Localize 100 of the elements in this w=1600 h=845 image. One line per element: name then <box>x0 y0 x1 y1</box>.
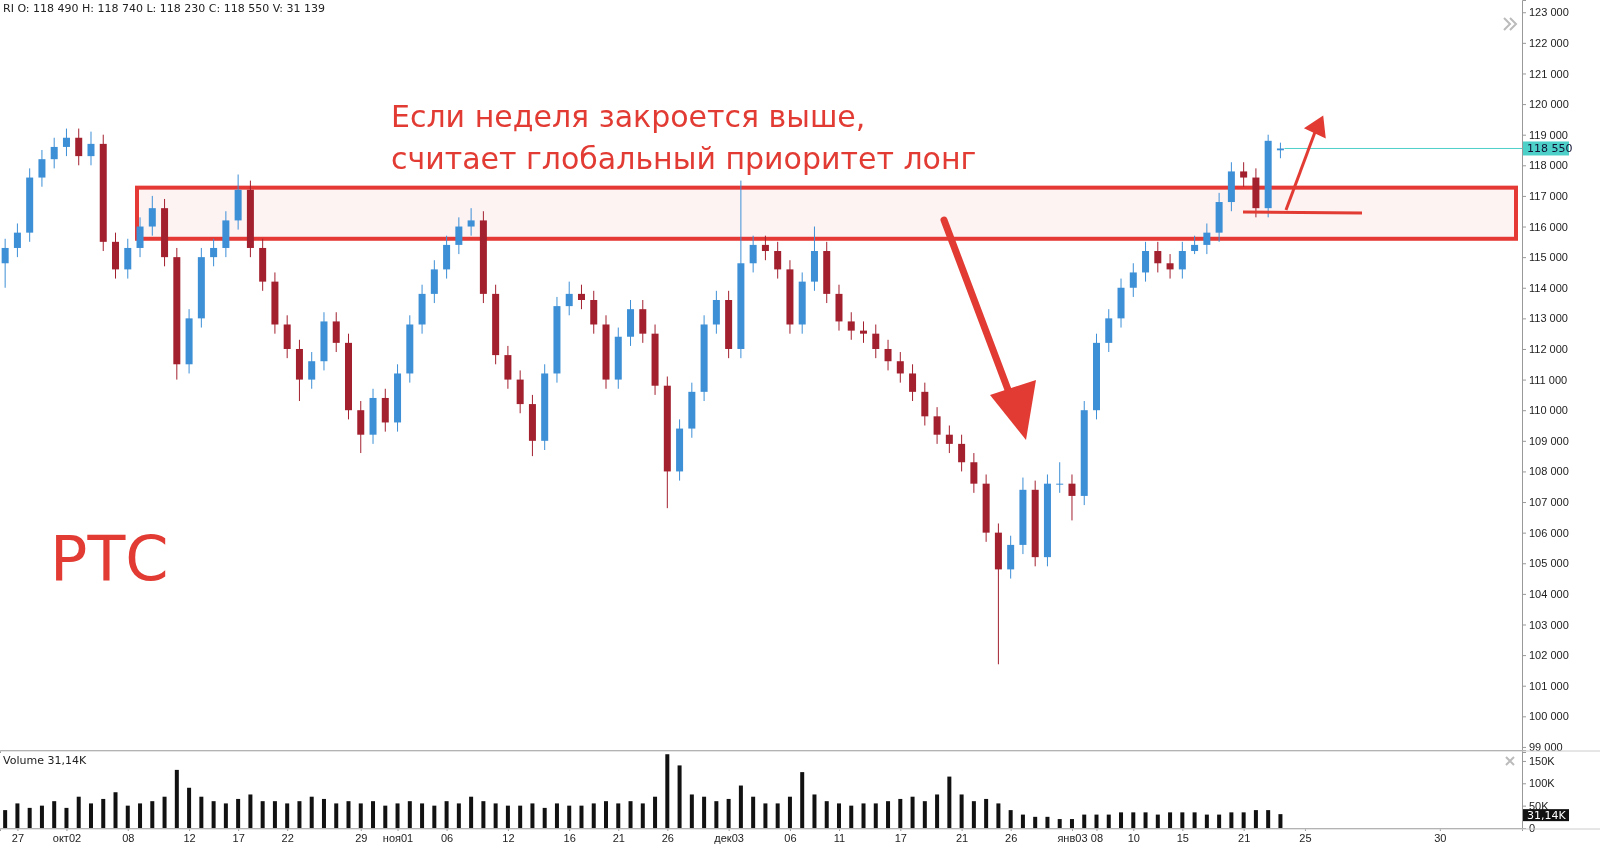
bar <box>309 796 314 828</box>
bar <box>947 776 952 828</box>
bar <box>1045 816 1050 828</box>
bar <box>1192 812 1197 828</box>
x-tick-label: 22 <box>281 831 294 844</box>
candlestick <box>75 128 83 166</box>
candlestick <box>87 131 95 166</box>
candlestick <box>1068 473 1076 521</box>
y-tick-label: 100 000 <box>1529 710 1569 723</box>
annotation: РТС <box>50 522 169 595</box>
y-tick-label: 112 000 <box>1529 343 1568 355</box>
y-tick-label: 150K <box>1529 754 1556 767</box>
candlestick <box>1056 461 1064 494</box>
bar <box>1033 816 1038 828</box>
x-tick-label: 06 <box>784 831 797 844</box>
candlestick <box>455 216 463 255</box>
bar <box>469 796 474 828</box>
y-tick-label: 105 000 <box>1529 557 1569 570</box>
bar <box>861 803 866 828</box>
y-tick-label: 99 000 <box>1529 740 1563 753</box>
bar <box>358 803 363 828</box>
bar <box>1229 812 1234 828</box>
y-tick-label: 109 000 <box>1529 434 1569 447</box>
bar <box>1106 814 1111 828</box>
x-tick-label: 21 <box>955 831 969 844</box>
y-tick-label: 106 000 <box>1529 526 1569 539</box>
x-tick-label: 21 <box>1238 831 1251 844</box>
bar <box>1020 814 1025 828</box>
bar <box>677 765 682 828</box>
candlestick <box>1 238 9 289</box>
x-tick-label: ноя01 <box>382 831 414 844</box>
bar <box>542 807 547 828</box>
bar <box>383 805 388 828</box>
x-tick-label: 25 <box>1299 831 1312 844</box>
bar <box>751 796 756 828</box>
bar <box>714 801 719 828</box>
bar <box>52 801 57 828</box>
bar <box>321 798 326 828</box>
bar <box>1094 814 1099 828</box>
candlestick <box>1154 241 1162 273</box>
candlestick <box>958 434 966 472</box>
x-tick-label: 29 <box>355 831 368 844</box>
bar <box>187 787 192 828</box>
y-tick-label: 0 <box>1529 822 1536 835</box>
bar <box>787 796 792 828</box>
bar <box>371 801 376 828</box>
bar <box>174 769 179 828</box>
bar <box>493 803 498 828</box>
y-tick-label: 100K <box>1529 777 1556 790</box>
bar <box>567 805 572 828</box>
candlestick <box>565 281 573 316</box>
y-tick-label: 114 000 <box>1529 281 1568 294</box>
y-tick-label: 50K <box>1529 799 1550 812</box>
bar <box>407 801 412 828</box>
bar <box>162 796 167 828</box>
bar <box>996 803 1001 828</box>
candlestick <box>13 222 21 258</box>
bar <box>849 805 854 828</box>
bar <box>1119 812 1124 828</box>
y-tick-label: 122 000 <box>1529 36 1569 49</box>
bar <box>1082 814 1087 828</box>
x-tick-label: 10 <box>1127 831 1140 844</box>
x-tick-label: 30 <box>1434 831 1447 844</box>
y-tick-label: 111 000 <box>1529 373 1568 386</box>
bar <box>395 803 400 828</box>
bar <box>604 801 608 828</box>
y-tick-label: 116 000 <box>1529 220 1568 233</box>
bar <box>1217 814 1222 828</box>
bar <box>763 803 768 828</box>
candlestick <box>62 128 70 157</box>
candlestick <box>1129 262 1137 298</box>
bar <box>27 807 32 828</box>
bar <box>15 803 20 828</box>
bar <box>886 801 891 828</box>
x-tick-label: 08 <box>122 831 135 844</box>
y-tick-label: 121 000 <box>1529 67 1569 80</box>
x-tick-label: 26 <box>1005 831 1018 844</box>
bar <box>334 803 339 828</box>
bar <box>665 754 670 828</box>
text: 31,14K <box>1527 809 1567 823</box>
bar <box>1241 812 1246 828</box>
candlestick <box>124 238 132 280</box>
candlestick <box>896 351 904 384</box>
x-tick-label: 17 <box>894 831 907 844</box>
candlestick <box>872 323 880 359</box>
x-tick-label: 27 <box>11 831 25 844</box>
x-tick-label: 21 <box>612 831 625 844</box>
candlestick <box>1203 222 1211 255</box>
bar <box>1204 814 1209 828</box>
bar <box>800 772 805 828</box>
y-tick-label: 110 000 <box>1529 404 1568 417</box>
bar <box>726 798 731 828</box>
bar <box>1131 812 1136 828</box>
x-tick-label: янв03 <box>1057 831 1088 844</box>
candlestick <box>50 137 58 169</box>
bar <box>125 805 130 828</box>
bar <box>1180 812 1185 828</box>
y-tick-label: 118 000 <box>1529 159 1568 172</box>
y-tick-label: 108 000 <box>1529 465 1569 478</box>
y-tick-label: 120 000 <box>1529 98 1569 111</box>
